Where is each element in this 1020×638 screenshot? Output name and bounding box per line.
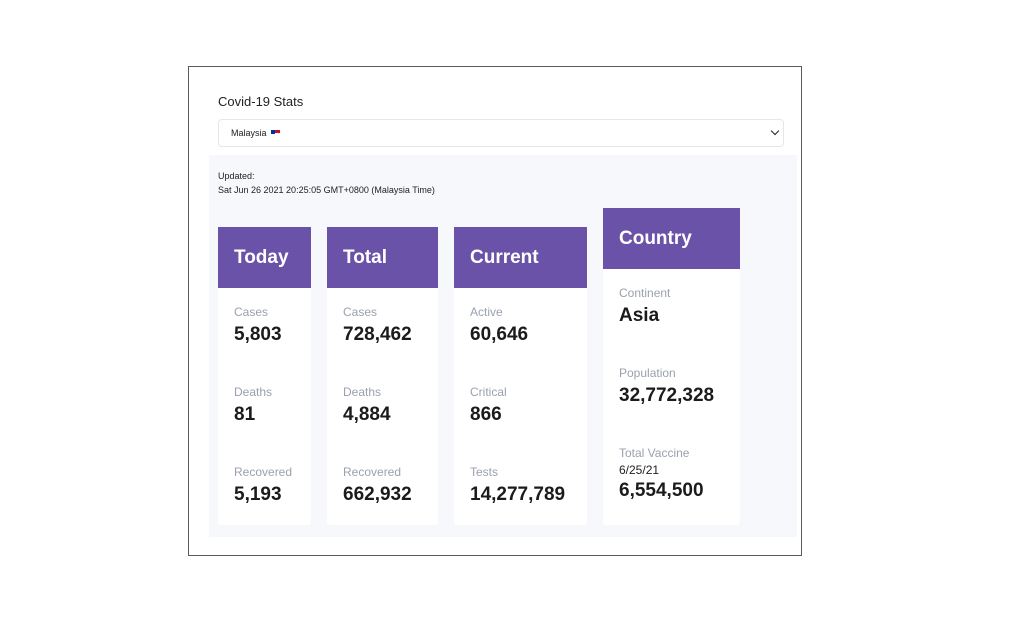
stat-total-cases: Cases 728,462: [343, 305, 412, 346]
stat-total-deaths: Deaths 4,884: [343, 385, 391, 426]
stat-label: Cases: [234, 305, 269, 319]
stat-current-critical: Critical 866: [470, 385, 507, 426]
updated-timestamp: Sat Jun 26 2021 20:25:05 GMT+0800 (Malay…: [218, 185, 435, 195]
country-select[interactable]: Malaysia: [218, 119, 784, 147]
stat-value: 662,932: [343, 484, 412, 505]
stat-value: 32,772,328: [619, 385, 715, 406]
stat-today-recovered: Recovered 5,193: [234, 465, 292, 506]
stat-label: Population: [619, 366, 676, 380]
card-country-title: Country: [603, 208, 740, 269]
stat-country-total-vaccine: Total Vaccine 6/25/21 6,554,500: [619, 446, 704, 502]
stat-label: Total Vaccine: [619, 446, 690, 460]
stat-total-recovered: Recovered 662,932: [343, 465, 412, 506]
stat-label: Deaths: [343, 385, 382, 399]
card-country: Country Continent Asia Population 32,772…: [603, 208, 740, 525]
stat-current-tests: Tests 14,277,789: [470, 465, 565, 506]
stat-value: 728,462: [343, 324, 412, 345]
stat-value: 60,646: [470, 324, 529, 345]
stat-label: Active: [470, 305, 503, 319]
malaysia-flag-icon: [270, 130, 280, 136]
stats-panel: Updated: Sat Jun 26 2021 20:25:05 GMT+08…: [209, 155, 797, 537]
updated-label: Updated:: [218, 171, 255, 181]
stat-label: Cases: [343, 305, 378, 319]
country-select-value: Malaysia: [231, 128, 267, 138]
chevron-down-icon: [770, 126, 780, 136]
stat-label: Tests: [470, 465, 499, 479]
stat-label: Continent: [619, 286, 671, 300]
stat-value: 5,803: [234, 324, 282, 345]
app-window: Covid-19 Stats Malaysia Updated: Sat Jun…: [188, 66, 802, 556]
stat-value: 4,884: [343, 404, 391, 425]
stat-label: Critical: [470, 385, 507, 399]
card-total-title: Total: [327, 227, 438, 288]
app-title: Covid-19 Stats: [218, 94, 304, 109]
stat-label: Deaths: [234, 385, 273, 399]
stat-label: Recovered: [234, 465, 293, 479]
stat-label: Recovered: [343, 465, 402, 479]
stat-today-cases: Cases 5,803: [234, 305, 282, 346]
stat-country-continent: Continent Asia: [619, 286, 670, 327]
stat-date: 6/25/21: [619, 463, 660, 477]
stat-current-active: Active 60,646: [470, 305, 528, 346]
stat-value: 866: [470, 404, 502, 425]
stat-value: 5,193: [234, 484, 282, 505]
card-today-title: Today: [218, 227, 311, 288]
stat-value: 81: [234, 404, 256, 425]
card-total: Total Cases 728,462 Deaths 4,884 Recover…: [327, 227, 438, 525]
card-today: Today Cases 5,803 Deaths 81 Recovered 5,…: [218, 227, 311, 525]
stat-today-deaths: Deaths 81: [234, 385, 272, 426]
stat-value: 6,554,500: [619, 480, 704, 501]
stat-value: 14,277,789: [470, 484, 566, 505]
stat-country-population: Population 32,772,328: [619, 366, 714, 407]
card-current: Current Active 60,646 Critical 866 Tests…: [454, 227, 587, 525]
card-current-title: Current: [454, 227, 587, 288]
stat-value: Asia: [619, 305, 660, 326]
